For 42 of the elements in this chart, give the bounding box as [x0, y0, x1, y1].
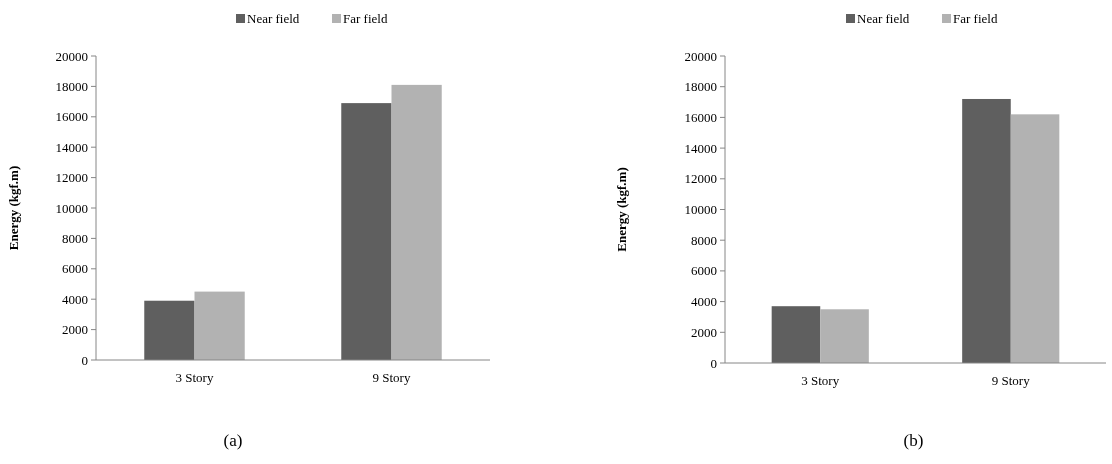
y-tick-label: 14000 — [55, 139, 88, 155]
y-tick-label: 2000 — [62, 322, 88, 338]
legend-label: Near field — [857, 11, 910, 26]
bar — [771, 306, 821, 363]
y-axis-title: Energy (kgf.m) — [614, 167, 629, 252]
y-tick-label: 4000 — [691, 294, 717, 310]
y-axis-title: Energy (kgf.m) — [6, 165, 21, 251]
y-tick-label: 12000 — [55, 170, 88, 186]
bar — [1010, 114, 1060, 363]
y-tick-label: 16000 — [55, 109, 88, 125]
y-tick-label: 18000 — [684, 79, 717, 95]
legend-label: Far field — [343, 11, 388, 26]
y-tick-label: 6000 — [62, 261, 88, 277]
x-tick-label: 9 Story — [991, 373, 1031, 388]
x-tick-label: 3 Story — [801, 373, 840, 388]
y-tick-label: 20000 — [55, 48, 88, 64]
y-tick-label: 10000 — [55, 200, 88, 216]
y-tick-label: 8000 — [62, 230, 88, 246]
y-tick-label: 16000 — [684, 109, 717, 125]
y-tick-label: 0 — [81, 352, 88, 368]
bar — [820, 309, 869, 363]
legend-label: Near field — [247, 11, 300, 26]
x-tick-label: 9 Story — [372, 370, 411, 385]
y-tick-label: 0 — [710, 355, 717, 371]
bar — [391, 84, 442, 360]
legend-label: Far field — [953, 11, 998, 26]
y-tick-label: 12000 — [684, 171, 717, 187]
x-tick-label: 3 Story — [175, 370, 214, 385]
text: (b) — [903, 431, 924, 450]
y-tick-label: 14000 — [684, 140, 717, 156]
text: (a) — [223, 431, 243, 450]
y-tick-label: 10000 — [684, 202, 717, 218]
y-tick-label: 18000 — [55, 78, 88, 94]
y-tick-label: 4000 — [62, 291, 88, 307]
y-tick-label: 6000 — [691, 263, 717, 279]
bar — [341, 103, 392, 360]
bar — [144, 300, 195, 360]
y-tick-label: 2000 — [691, 324, 717, 340]
y-tick-label: 20000 — [684, 48, 717, 64]
bar — [194, 291, 245, 360]
y-tick-label: 8000 — [691, 232, 717, 248]
bar — [962, 98, 1011, 363]
